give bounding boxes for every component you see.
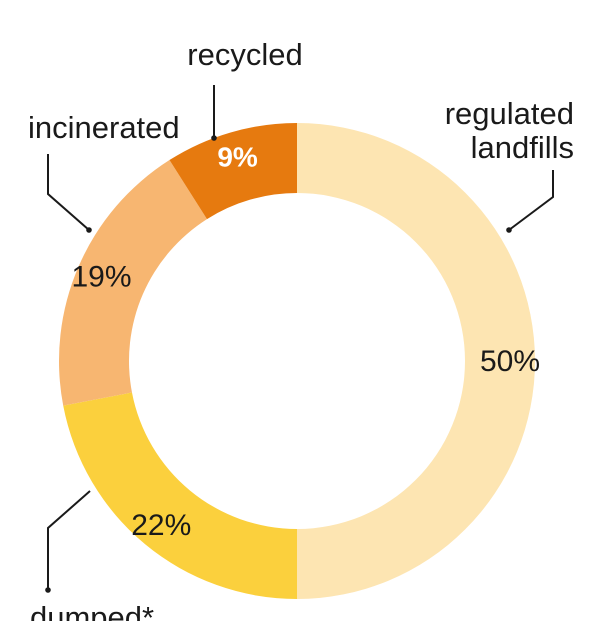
leader-line-incinerated: [47, 154, 90, 231]
slice-dumped: [63, 392, 297, 599]
leader-line-dumped: [47, 490, 91, 590]
value-label-dumped: 22%: [131, 509, 191, 542]
leader-dot-incinerated: [86, 227, 92, 233]
cropped-top-text: [0, 0, 300, 6]
leader-dot-recycled: [211, 135, 217, 141]
value-label-incinerated: 19%: [71, 260, 131, 293]
leader-dot-regulated-landfills: [506, 227, 512, 233]
slice-regulated-landfills: [297, 123, 535, 599]
value-label-regulated-landfills: 50%: [480, 345, 540, 378]
category-label-regulated-landfills-line-2: landfills: [471, 130, 574, 165]
slice-incinerated: [58, 160, 207, 406]
leader-dot-dumped: [45, 587, 51, 593]
slices-layer: [58, 123, 535, 599]
category-label-regulated-landfills-line-1: regulated: [445, 96, 574, 131]
leader-lines-layer: [45, 85, 554, 593]
category-label-incinerated: incinerated: [28, 110, 180, 145]
leader-line-regulated-landfills: [508, 170, 554, 231]
slice-recycled: [169, 123, 297, 220]
value-label-recycled: 9%: [217, 141, 258, 172]
category-label-recycled: recycled: [187, 37, 302, 72]
category-label-dumped: dumped*: [30, 600, 154, 621]
